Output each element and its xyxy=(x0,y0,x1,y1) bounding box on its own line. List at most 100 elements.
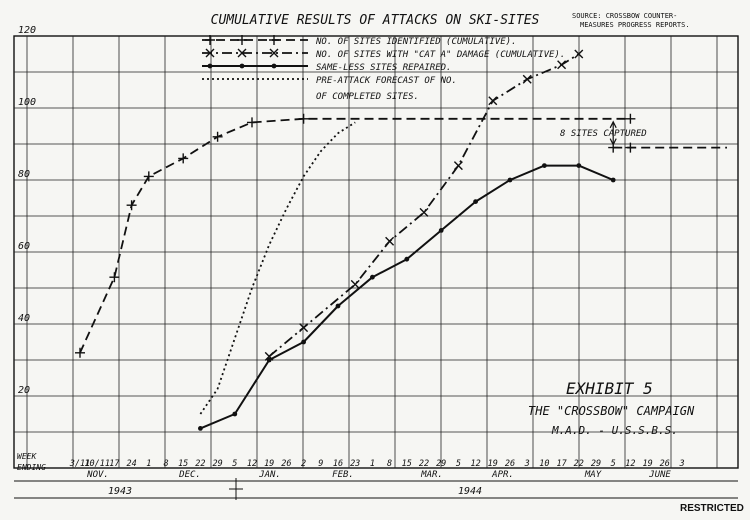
series-marker-plus xyxy=(247,117,257,128)
x-tick-label: 8 xyxy=(387,459,392,469)
series-marker-dot xyxy=(473,199,478,205)
x-tick-label: 26 xyxy=(281,459,291,469)
series-marker-plus xyxy=(178,153,189,164)
series-marker-dot xyxy=(207,63,213,69)
series-marker-dot xyxy=(576,163,582,169)
chart-title: CUMULATIVE RESULTS OF ATTACKS ON SKI-SIT… xyxy=(211,13,540,28)
series-marker-plus xyxy=(75,347,85,358)
x-tick-label: 26 xyxy=(505,459,515,469)
series-marker-x xyxy=(557,60,567,70)
x-tick-label: 19 xyxy=(264,459,274,469)
x-tick-label: 26 xyxy=(660,459,670,469)
x-tick-label: 10 xyxy=(539,459,549,469)
series-marker-dot xyxy=(542,163,547,169)
series-marker-plus xyxy=(109,272,120,283)
series-marker-dot xyxy=(370,274,375,280)
x-tick-label: 29 xyxy=(591,459,601,469)
y-tick-label: 100 xyxy=(18,97,36,108)
exhibit-label: EXHIBIT 5 xyxy=(566,379,653,398)
series-marker-x xyxy=(488,96,498,106)
x-tick-label: 1 xyxy=(370,459,375,469)
x-tick-label: 29 xyxy=(212,459,222,469)
captured-continuation xyxy=(608,120,727,153)
x-tick-label: 15 xyxy=(402,459,412,469)
series-1 xyxy=(75,113,636,358)
source-note-line-2: MEASURES PROGRESS REPORTS. xyxy=(580,21,690,29)
y-tick-label: 120 xyxy=(18,25,36,36)
series-3 xyxy=(198,163,616,431)
series-marker-plus xyxy=(212,131,223,142)
x-tick-label: 5 xyxy=(611,459,616,469)
campaign-label: THE "CROSSBOW" CAMPAIGN xyxy=(528,404,695,418)
series-marker-x xyxy=(299,323,309,333)
series-marker-x xyxy=(574,49,584,59)
series-marker-x xyxy=(522,74,532,84)
series-marker-x xyxy=(350,279,360,289)
series-marker-dot xyxy=(438,228,444,233)
x-tick-label: 24 xyxy=(126,459,136,469)
series-marker-dot xyxy=(266,357,272,363)
series-marker-plus xyxy=(298,113,309,124)
y-tick-label: 80 xyxy=(18,169,30,180)
series-marker-x xyxy=(237,48,247,58)
x-tick-label: 10/11 xyxy=(84,459,110,469)
x-tick-label: 23 xyxy=(350,459,360,469)
captured-arrowhead xyxy=(609,138,617,146)
source-note-line-1: SOURCE: CROSSBOW COUNTER- xyxy=(572,12,677,20)
year-label: 1944 xyxy=(458,486,482,497)
x-tick-label: 22 xyxy=(195,459,205,469)
x-header-ending: ENDING xyxy=(17,463,46,472)
x-tick-label: 22 xyxy=(574,459,584,469)
series-marker-x xyxy=(453,161,463,171)
series-2 xyxy=(264,49,584,361)
x-tick-label: 17 xyxy=(556,459,567,469)
series-marker-dot xyxy=(610,177,616,183)
legend: NO. OF SITES IDENTIFIED (CUMULATIVE). NO.… xyxy=(202,35,565,102)
header: CUMULATIVE RESULTS OF ATTACKS ON SKI-SIT… xyxy=(211,12,690,29)
series-marker-x xyxy=(205,48,215,58)
series-marker-dot xyxy=(232,411,238,417)
x-tick-label: 12 xyxy=(625,459,635,469)
month-label: APR. xyxy=(491,470,514,480)
series-marker-plus xyxy=(237,35,247,45)
month-label: JUNE xyxy=(648,470,671,480)
x-tick-label: 17 xyxy=(109,459,120,469)
annotations: 8 SITES CAPTURED EXHIBIT 5 THE "CROSSBOW… xyxy=(528,129,744,514)
captured-label: 8 SITES CAPTURED xyxy=(560,129,647,139)
series-marker-plus xyxy=(625,142,636,153)
x-tick-label: 9 xyxy=(318,459,323,469)
agency-label: M.A.D. - U.S.S.B.S. xyxy=(551,424,678,437)
series-marker-plus xyxy=(269,35,279,45)
month-label: JAN. xyxy=(258,470,281,480)
series-line xyxy=(268,53,580,358)
x-tick-label: 22 xyxy=(419,459,429,469)
x-tick-label: 5 xyxy=(456,459,461,469)
month-label: DEC. xyxy=(178,470,201,480)
month-label: MAY xyxy=(584,470,602,480)
series-marker-dot xyxy=(239,63,245,69)
series-marker-dot xyxy=(507,177,513,183)
legend-label: NO. OF SITES IDENTIFIED (CUMULATIVE). xyxy=(315,37,516,47)
month-label: MAR. xyxy=(420,470,443,480)
legend-label: PRE-ATTACK FORECAST OF NO. xyxy=(316,76,457,86)
series-marker-x xyxy=(385,236,395,246)
series-marker-dot xyxy=(198,426,203,431)
x-tick-label: 19 xyxy=(488,459,498,469)
x-tick-label: 3 xyxy=(524,459,530,469)
legend-label: OF COMPLETED SITES. xyxy=(316,92,419,102)
x-tick-label: 1 xyxy=(146,459,151,469)
series-marker-dot xyxy=(301,339,306,345)
restricted-label: RESTRICTED xyxy=(680,503,744,514)
series-marker-dot xyxy=(271,63,277,69)
x-tick-label: 2 xyxy=(301,459,306,469)
series-marker-plus xyxy=(126,200,137,211)
y-axis: 20 40 60 80 100 120 xyxy=(18,25,36,396)
legend-label: SAME-LESS SITES REPAIRED. xyxy=(316,63,451,73)
x-tick-label: 5 xyxy=(232,459,237,469)
x-tick-label: 16 xyxy=(333,459,343,469)
series-marker-x xyxy=(419,207,429,217)
y-tick-label: 60 xyxy=(18,241,30,252)
x-tick-label: 3/11 xyxy=(69,459,90,469)
